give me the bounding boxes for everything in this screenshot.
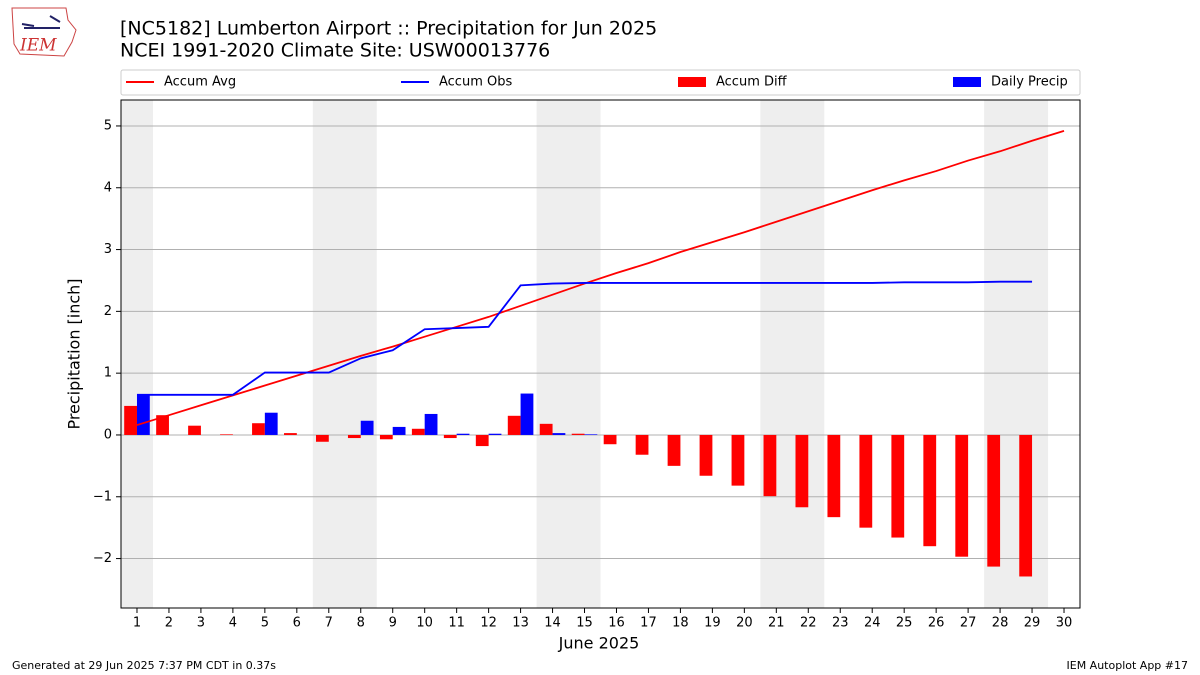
x-tick-label: 23 (832, 616, 849, 631)
x-tick-label: 14 (544, 616, 561, 631)
bar (539, 423, 553, 435)
x-tick-label: 27 (960, 616, 977, 631)
x-tick-label: 24 (864, 616, 881, 631)
x-tick-label: 4 (229, 616, 237, 631)
footer-left: Generated at 29 Jun 2025 7:37 PM CDT in … (12, 659, 276, 672)
legend-swatch (678, 77, 706, 87)
legend-label: Daily Precip (991, 75, 1068, 90)
footer-right: IEM Autoplot App #17 (1067, 659, 1189, 672)
bar (315, 434, 329, 442)
y-tick-label: 5 (104, 118, 112, 133)
x-tick-label: 18 (672, 616, 689, 631)
bar (891, 434, 905, 538)
bar (507, 415, 521, 435)
bar (552, 433, 566, 435)
weekend-shade (536, 100, 601, 608)
bar (987, 434, 1001, 567)
bar (456, 433, 470, 435)
legend-label: Accum Obs (439, 75, 512, 90)
bar (424, 413, 438, 435)
x-tick-label: 26 (928, 616, 945, 631)
bar (188, 425, 201, 435)
y-tick-label: 1 (104, 366, 112, 381)
x-tick-label: 6 (293, 616, 301, 631)
bar (635, 434, 649, 455)
bar (795, 434, 809, 508)
y-tick-label: 4 (104, 180, 112, 195)
bar (763, 434, 777, 497)
y-tick-label: −1 (93, 489, 112, 504)
bar (1019, 434, 1033, 577)
bar (603, 434, 617, 445)
x-tick-label: 19 (704, 616, 721, 631)
line (136, 130, 1065, 426)
y-tick-label: 2 (104, 304, 112, 319)
bar (571, 433, 585, 435)
x-tick-label: 25 (896, 616, 913, 631)
legend-label: Accum Diff (716, 75, 788, 90)
x-tick-label: 8 (357, 616, 365, 631)
bar (859, 434, 873, 528)
x-tick-label: 20 (736, 616, 753, 631)
legend-swatch (953, 77, 981, 87)
bar (584, 434, 598, 435)
x-tick-label: 28 (992, 616, 1009, 631)
y-tick-label: −2 (93, 551, 112, 566)
logo: IEM (11, 7, 77, 57)
bar (443, 434, 457, 439)
bar (252, 423, 265, 435)
bar (923, 434, 937, 547)
y-tick-label: 3 (104, 242, 112, 257)
bar (284, 433, 297, 435)
bar (488, 433, 502, 435)
x-tick-label: 7 (325, 616, 333, 631)
line (136, 280, 1033, 396)
bar (156, 415, 169, 435)
plot-frame (120, 99, 1081, 609)
x-tick-label: 10 (416, 616, 433, 631)
bar (392, 426, 406, 435)
bar (827, 434, 841, 518)
x-tick-label: 12 (480, 616, 497, 631)
x-tick-label: 2 (165, 616, 173, 631)
x-tick-label: 11 (448, 616, 465, 631)
bar (667, 434, 681, 466)
weekend-shade (760, 100, 825, 608)
bar (411, 428, 425, 435)
bar (379, 434, 393, 440)
x-tick-label: 15 (576, 616, 593, 631)
legend-label: Accum Avg (164, 75, 236, 90)
bar (136, 394, 150, 435)
bar (220, 434, 233, 435)
bar (360, 420, 374, 435)
x-tick-label: 3 (197, 616, 205, 631)
y-tick-label: 0 (104, 427, 112, 442)
bar (699, 434, 713, 476)
chart-title: [NC5182] Lumberton Airport :: Precipitat… (120, 18, 657, 40)
chart-subtitle: NCEI 1991-2020 Climate Site: USW00013776 (120, 40, 550, 62)
x-tick-label: 16 (608, 616, 625, 631)
bar (264, 412, 278, 435)
x-tick-label: 29 (1024, 616, 1041, 631)
x-tick-label: 17 (640, 616, 657, 631)
weekend-shade (121, 100, 153, 608)
bar (520, 393, 534, 435)
bar (475, 434, 489, 447)
y-axis-label: Precipitation [inch] (65, 278, 84, 429)
bar (347, 434, 361, 439)
x-tick-label: 22 (800, 616, 817, 631)
x-tick-label: 5 (261, 616, 269, 631)
x-tick-label: 1 (133, 616, 141, 631)
bar (955, 434, 969, 557)
x-tick-label: 30 (1056, 616, 1073, 631)
x-tick-label: 21 (768, 616, 785, 631)
legend-box (120, 69, 1081, 96)
bar (731, 434, 745, 486)
logo-text: IEM (19, 36, 57, 56)
x-tick-label: 9 (389, 616, 397, 631)
x-axis-label: June 2025 (558, 634, 640, 653)
x-tick-label: 13 (512, 616, 529, 631)
bar (124, 405, 137, 435)
